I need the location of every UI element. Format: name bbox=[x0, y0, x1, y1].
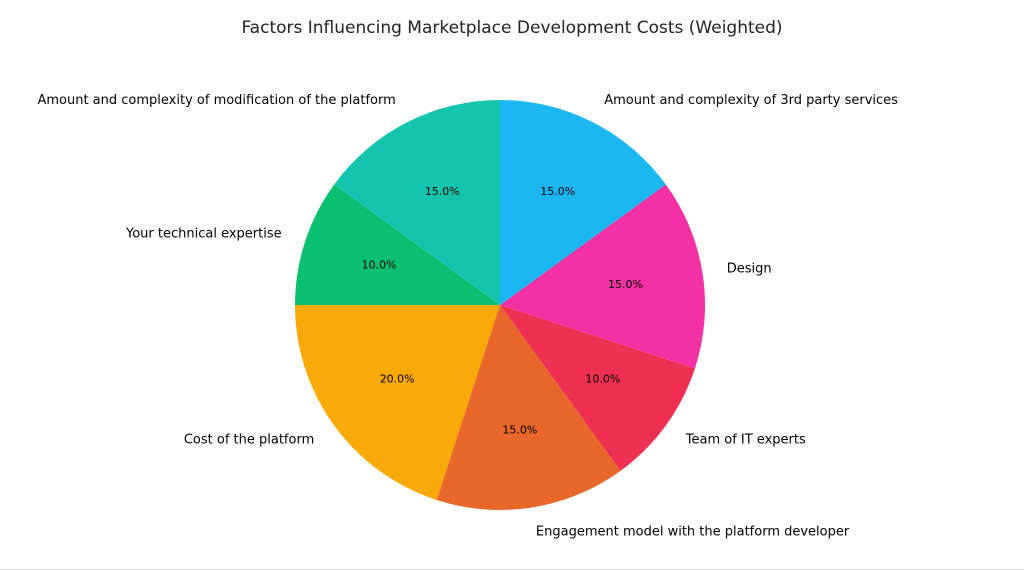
chart-title: Factors Influencing Marketplace Developm… bbox=[0, 18, 1024, 38]
pie-slice-label: Engagement model with the platform devel… bbox=[536, 524, 850, 539]
pie-slice-label: Design bbox=[727, 262, 772, 277]
pie-chart-container: Factors Influencing Marketplace Developm… bbox=[0, 0, 1024, 570]
pie-slice-label: Cost of the platform bbox=[184, 432, 314, 447]
pie-slice-label: Your technical expertise bbox=[125, 227, 282, 242]
pie-slice-percent: 15.0% bbox=[540, 185, 575, 198]
pie-slice-percent: 15.0% bbox=[608, 278, 643, 291]
pie-slice-label: Team of IT experts bbox=[685, 432, 806, 447]
pie-slice-percent: 10.0% bbox=[362, 259, 397, 272]
pie-slice-label: Amount and complexity of modification of… bbox=[37, 93, 395, 108]
pie-slice-percent: 15.0% bbox=[502, 424, 537, 437]
pie-chart-svg: 15.0% Amount and complexity of modificati… bbox=[0, 0, 1024, 570]
pie-slice-percent: 10.0% bbox=[585, 373, 620, 386]
pie-slice-percent: 20.0% bbox=[380, 373, 415, 386]
pie-slice-percent: 15.0% bbox=[425, 185, 460, 198]
pie-slice-label: Amount and complexity of 3rd party servi… bbox=[604, 93, 898, 108]
